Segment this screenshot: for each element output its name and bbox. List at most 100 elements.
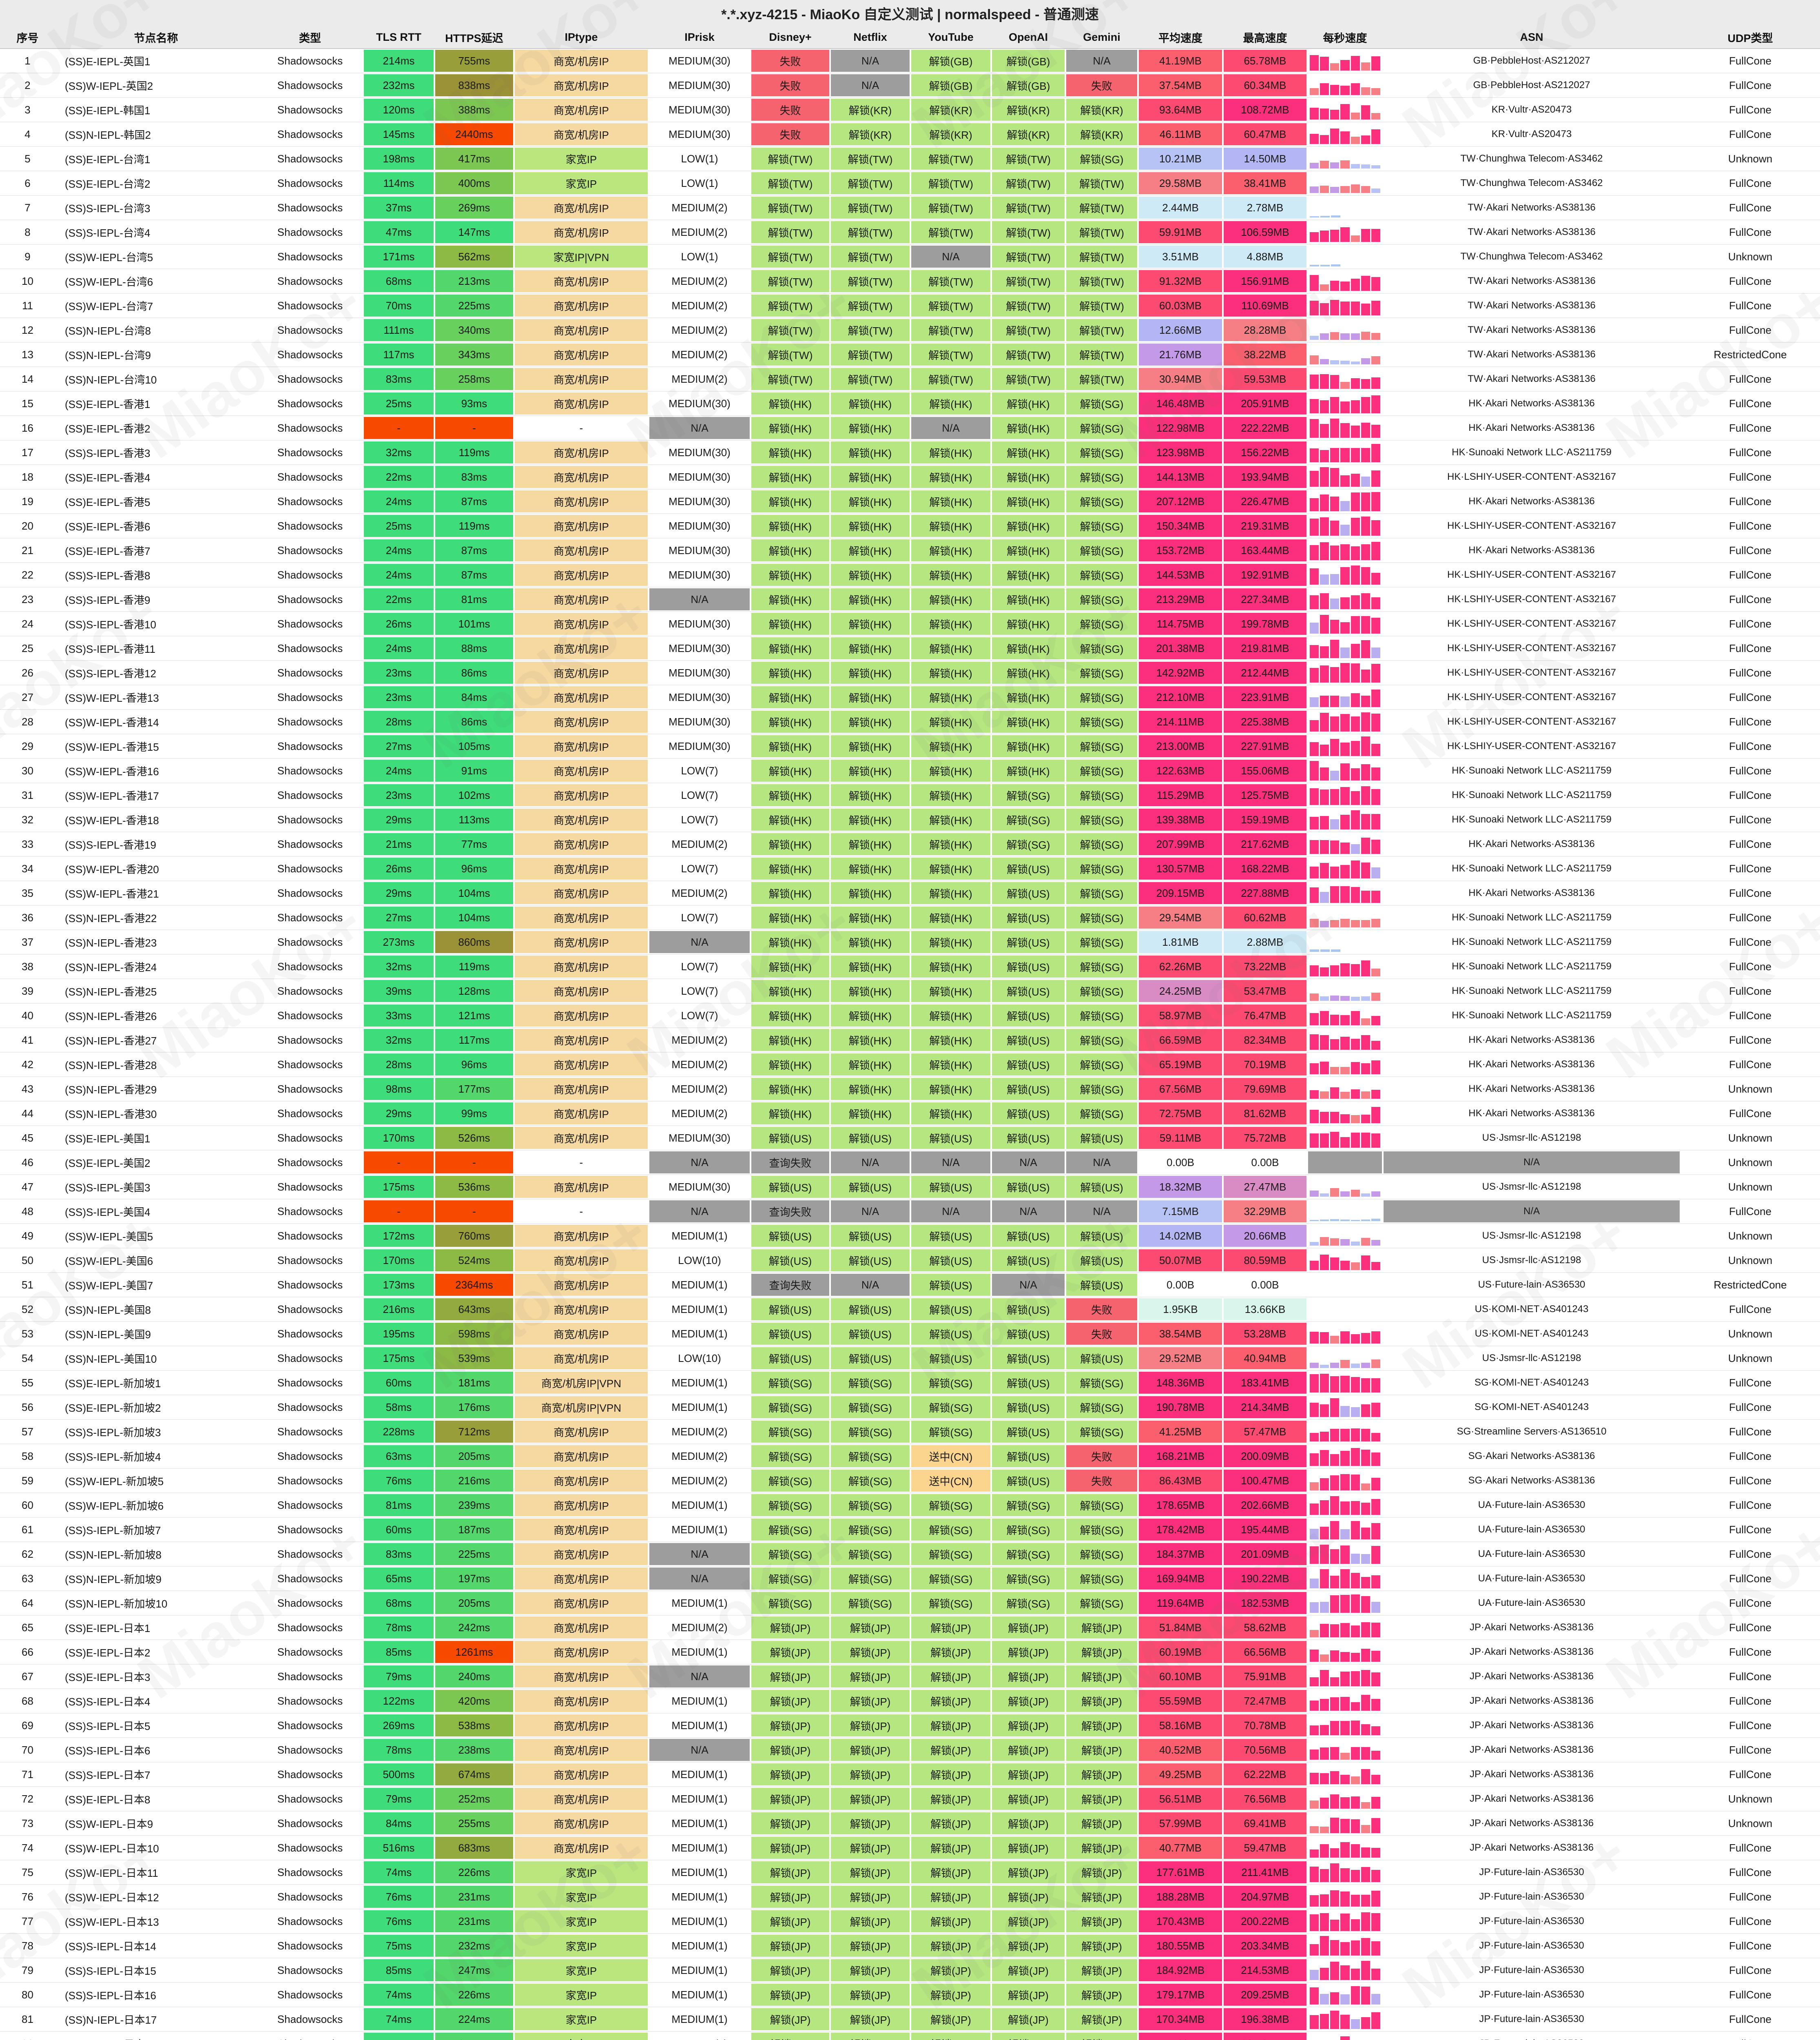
node-name-cell: (SS)N-IEPL-香港29 (55, 1077, 257, 1101)
speed-bar (1371, 1602, 1380, 1613)
speed-bar (1340, 302, 1350, 315)
speed-bar (1320, 135, 1329, 144)
iprisk-cell: MEDIUM(1) (649, 1714, 751, 1737)
speed-bar (1340, 282, 1350, 291)
iprisk-cell: MEDIUM(2) (649, 318, 751, 342)
per-second-speed-bars (1307, 1616, 1383, 1639)
protocol-type-cell: Shadowsocks (257, 539, 363, 562)
openai-cell: 解锁(TW) (991, 171, 1065, 195)
speed-bar (1310, 108, 1319, 120)
speed-bar (1340, 1546, 1350, 1564)
https-delay-cell: 238ms (434, 1738, 514, 1762)
node-name-cell: (SS)W-IEPL-台湾6 (55, 269, 257, 293)
gemini-cell: 解锁(TW) (1065, 343, 1138, 366)
avg-speed-cell: 58.97MB (1138, 1004, 1223, 1027)
node-name-cell: (SS)E-IEPL-台湾1 (55, 147, 257, 171)
disney-cell: 解锁(JP) (751, 1640, 830, 1664)
speed-bar (1351, 56, 1360, 71)
udp-type-cell: FullCone (1681, 465, 1820, 489)
disney-cell: 解锁(HK) (751, 490, 830, 513)
row-index-cell: 38 (0, 955, 55, 978)
per-second-speed-bars (1307, 441, 1383, 464)
row-index-cell: 36 (0, 906, 55, 929)
avg-speed-cell: 148.36MB (1138, 1371, 1223, 1395)
column-header-14: 每秒速度 (1307, 26, 1383, 48)
tls-rtt-cell: 68ms (363, 1591, 434, 1615)
speed-bar (1371, 1672, 1380, 1686)
netflix-cell: 解锁(HK) (830, 416, 910, 440)
iprisk-cell: MEDIUM(30) (649, 539, 751, 562)
protocol-type-cell: Shadowsocks (257, 1322, 363, 1346)
speed-bar (1310, 1801, 1319, 1809)
youtube-cell: 解锁(HK) (910, 759, 991, 783)
gemini-cell: 解锁(TW) (1065, 269, 1138, 293)
tls-rtt-cell: 76ms (363, 1885, 434, 1909)
youtube-cell: 解锁(HK) (910, 930, 991, 954)
udp-type-cell: FullCone (1681, 1885, 1820, 1909)
gemini-cell: 解锁(SG) (1065, 636, 1138, 660)
gemini-cell: 解锁(JP) (1065, 1616, 1138, 1639)
speed-bar (1371, 395, 1380, 413)
speed-bar (1361, 1596, 1370, 1613)
openai-cell: 解锁(JP) (991, 2032, 1065, 2040)
youtube-cell: 解锁(HK) (910, 514, 991, 538)
openai-cell: 解锁(JP) (991, 1665, 1065, 1688)
openai-cell: 解锁(US) (991, 930, 1065, 954)
row-index-cell: 60 (0, 1493, 55, 1517)
youtube-cell: N/A (910, 416, 991, 440)
avg-speed-cell: 60.10MB (1138, 1665, 1223, 1688)
https-delay-cell: 205ms (434, 1444, 514, 1468)
per-second-speed-bars (1307, 1983, 1383, 2007)
disney-cell: 解锁(HK) (751, 759, 830, 783)
tls-rtt-cell: 175ms (363, 1346, 434, 1370)
row-index-cell: 14 (0, 367, 55, 391)
gemini-cell: 解锁(SG) (1065, 906, 1138, 929)
iptype-cell: 商宽/机房IP (514, 1322, 649, 1346)
asn-cell: HK·Akari Networks·AS38136 (1383, 832, 1681, 856)
tls-rtt-cell: 60ms (363, 1518, 434, 1541)
max-speed-cell: 190.22MB (1223, 1567, 1307, 1590)
speed-bar (1340, 1994, 1350, 2005)
node-name-cell: (SS)S-IEPL-新加坡4 (55, 1444, 257, 1468)
speed-bar (1310, 1914, 1319, 1931)
tls-rtt-cell: 32ms (363, 1028, 434, 1052)
youtube-cell: 解锁(HK) (910, 636, 991, 660)
speed-bar (1320, 1478, 1329, 1490)
protocol-type-cell: Shadowsocks (257, 514, 363, 538)
max-speed-cell: 214.34MB (1223, 1395, 1307, 1419)
protocol-type-cell: Shadowsocks (257, 1665, 363, 1688)
udp-type-cell: Unknown (1681, 147, 1820, 171)
speed-bar (1310, 134, 1319, 144)
speed-bar (1351, 83, 1360, 95)
speed-bar (1330, 1067, 1340, 1074)
max-speed-cell: 192.91MB (1223, 563, 1307, 587)
max-speed-cell: 219.81MB (1223, 636, 1307, 660)
table-row: 37 (SS)N-IEPL-香港23 Shadowsocks 273ms 860ms 商宽… (0, 930, 1820, 955)
tls-rtt-cell: - (363, 1151, 434, 1174)
disney-cell: 解锁(HK) (751, 441, 830, 464)
speed-bar (1351, 400, 1360, 413)
table-row: 53 (SS)N-IEPL-美国9 Shadowsocks 195ms 598ms 商宽/… (0, 1322, 1820, 1346)
asn-cell: HK·Akari Networks·AS38136 (1383, 416, 1681, 440)
tls-rtt-cell: 29ms (363, 808, 434, 832)
udp-type-cell: FullCone (1681, 1444, 1820, 1468)
speed-bar (1310, 993, 1319, 1001)
https-delay-cell: 216ms (434, 1469, 514, 1492)
max-speed-cell: 38.22MB (1223, 343, 1307, 366)
gemini-cell: 解锁(SG) (1065, 490, 1138, 513)
speed-bar (1340, 963, 1350, 976)
speed-bar (1361, 517, 1370, 536)
speed-bar (1310, 1453, 1319, 1466)
tls-rtt-cell: 214ms (363, 49, 434, 73)
max-speed-cell: 222.22MB (1223, 416, 1307, 440)
gemini-cell: 解锁(SG) (1065, 1004, 1138, 1027)
speed-bar (1320, 186, 1329, 193)
youtube-cell: 解锁(JP) (910, 1714, 991, 1737)
gemini-cell: 解锁(SG) (1065, 1371, 1138, 1395)
speed-bar (1361, 1363, 1370, 1368)
node-name-cell: (SS)S-IEPL-香港11 (55, 636, 257, 660)
udp-type-cell: FullCone (1681, 1763, 1820, 1786)
speed-bar (1310, 1849, 1319, 1858)
disney-cell: 查询失败 (751, 1200, 830, 1223)
speed-bar (1330, 599, 1340, 609)
